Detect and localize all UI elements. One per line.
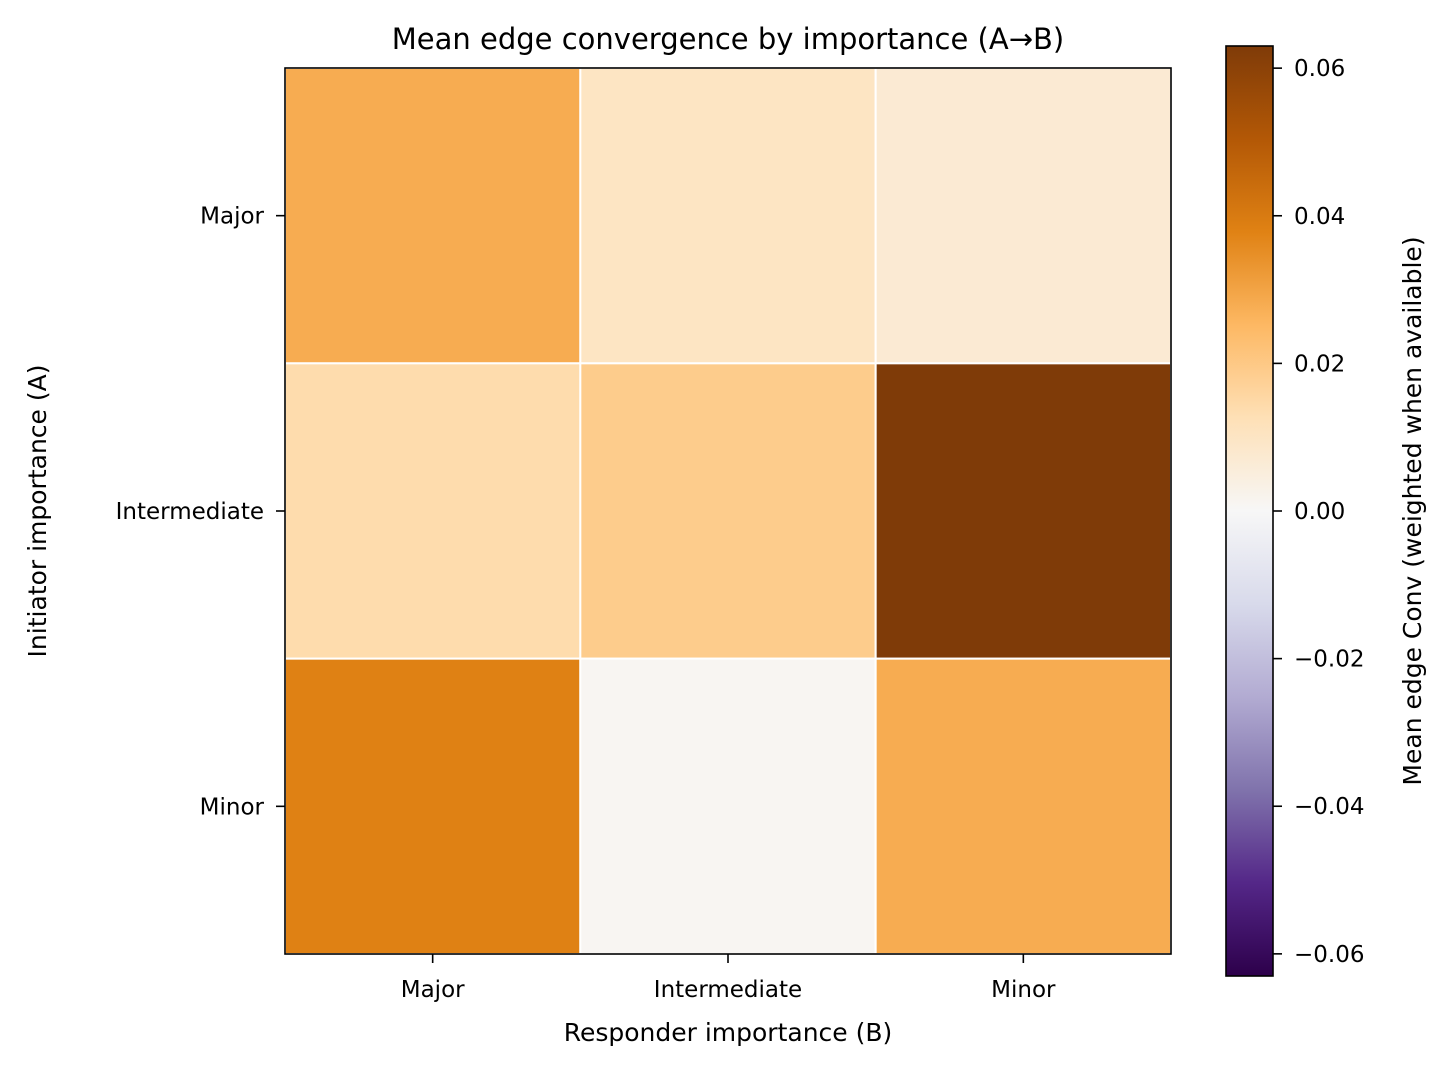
colorbar-tick-label: −0.06 xyxy=(1294,942,1364,968)
heatmap-cell xyxy=(579,657,877,956)
colorbar-tick-label: −0.02 xyxy=(1294,647,1364,673)
colorbar-ticks: −0.06 −0.04 −0.02 0.00 0.02 0.04 0.06 xyxy=(1273,56,1364,968)
heatmap-cells xyxy=(284,67,1173,956)
colorbar-label: Mean edge Conv (weighted when available) xyxy=(1398,236,1427,785)
colorbar-tick-label: −0.04 xyxy=(1294,794,1364,820)
heatmap-cell xyxy=(579,67,877,365)
y-tick-label: Minor xyxy=(200,794,265,820)
heatmap-cell xyxy=(874,67,1173,365)
colorbar-tick-label: 0.06 xyxy=(1294,56,1345,82)
heatmap-cell xyxy=(284,67,582,365)
x-axis-ticks: Major Intermediate Minor xyxy=(401,954,1056,1003)
x-tick-label: Minor xyxy=(991,977,1056,1003)
heatmap-cell xyxy=(284,657,582,956)
colorbar-tick-label: 0.02 xyxy=(1294,351,1345,377)
colorbar-tick-label: 0.00 xyxy=(1294,499,1345,525)
colorbar-tick-label: 0.04 xyxy=(1294,204,1345,230)
heatmap-cell xyxy=(874,657,1173,956)
y-axis-ticks: Major Intermediate Minor xyxy=(116,204,285,820)
x-tick-label: Major xyxy=(401,977,465,1003)
y-axis-label: Initiator importance (A) xyxy=(23,365,52,658)
heatmap-cell xyxy=(284,362,582,660)
x-tick-label: Intermediate xyxy=(654,977,802,1003)
heatmap-cell xyxy=(874,362,1173,660)
chart-title: Mean edge convergence by importance (A→B… xyxy=(392,22,1064,56)
heatmap-cell xyxy=(579,362,877,660)
colorbar xyxy=(1225,45,1274,977)
y-tick-label: Major xyxy=(200,204,264,230)
x-axis-label: Responder importance (B) xyxy=(564,1018,893,1047)
y-tick-label: Intermediate xyxy=(116,499,264,525)
